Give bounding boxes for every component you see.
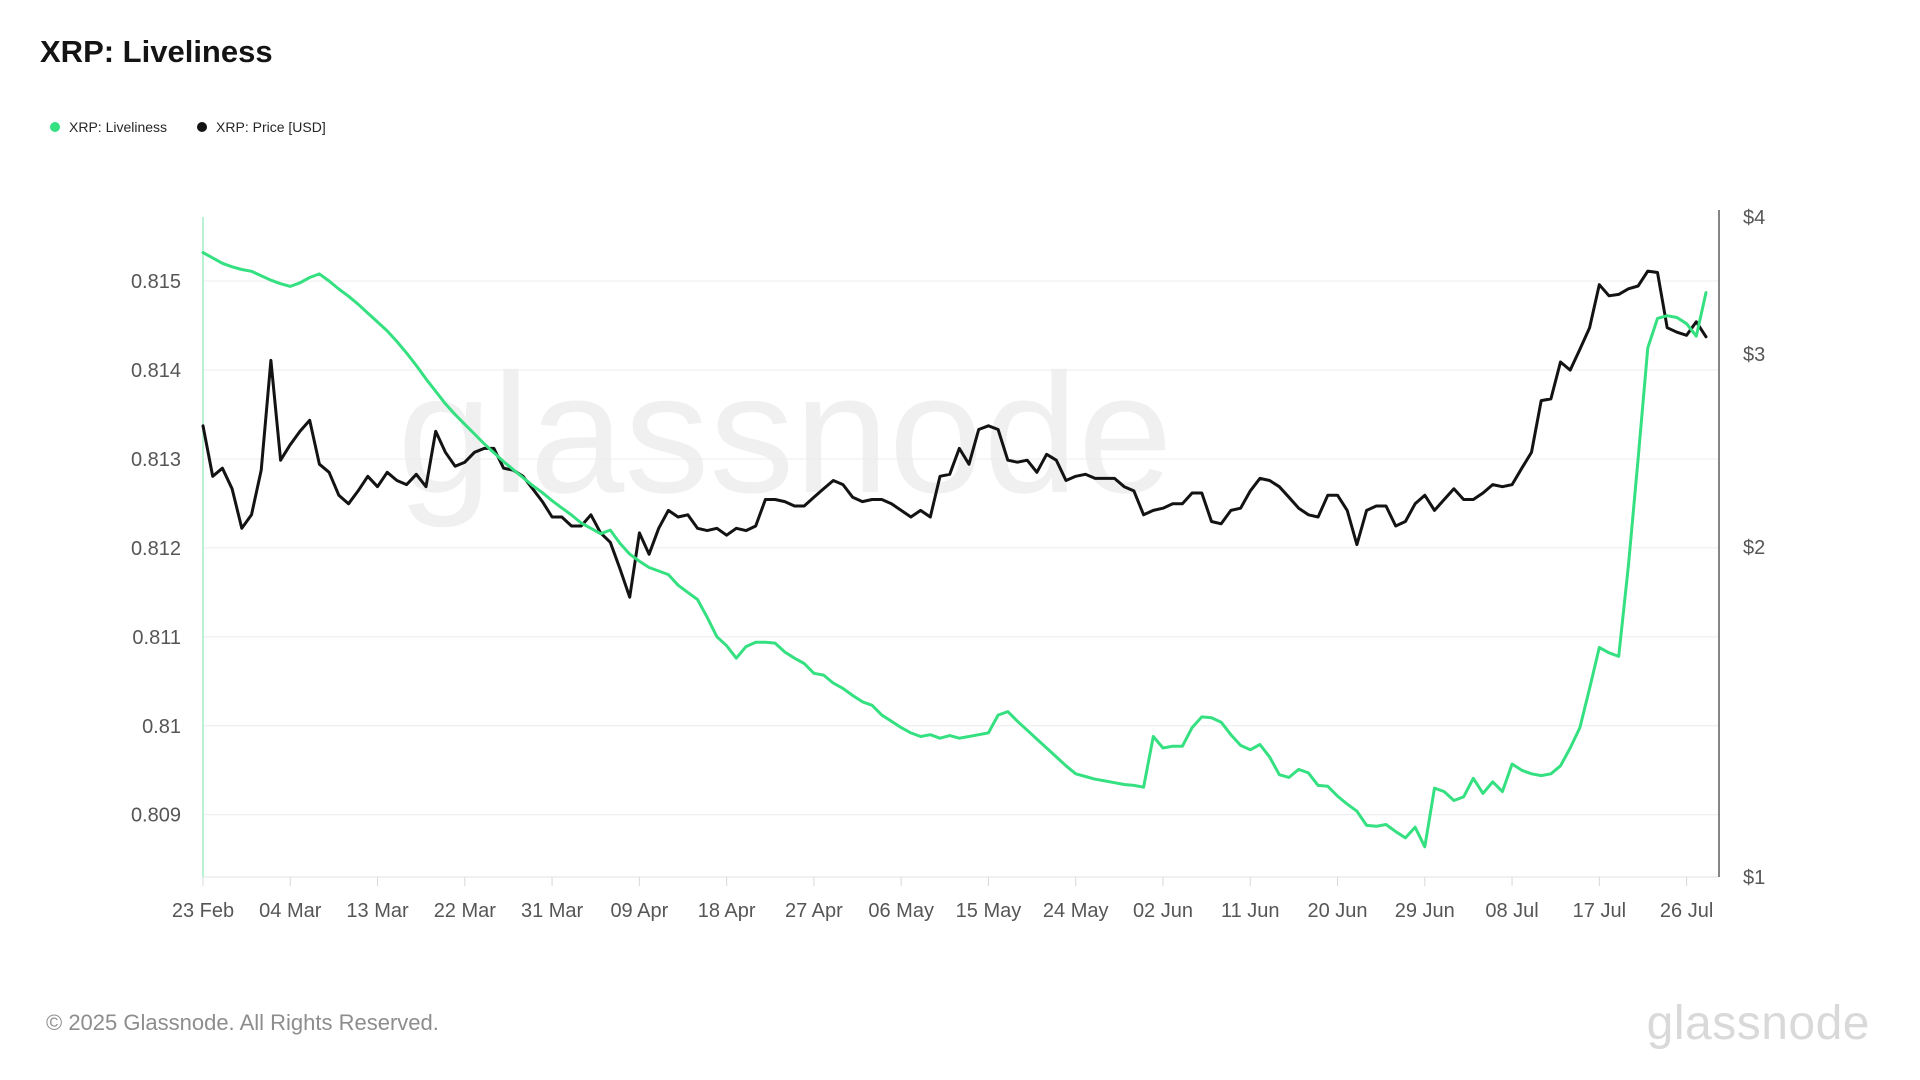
- x-axis-tick-label: 29 Jun: [1395, 900, 1455, 922]
- x-axis-tick-label: 02 Jun: [1133, 900, 1193, 922]
- x-axis-tick-label: 23 Feb: [172, 900, 234, 922]
- x-axis-tick-label: 20 Jun: [1307, 900, 1367, 922]
- watermark-text: glassnode: [397, 339, 1172, 529]
- x-axis-tick-label: 18 Apr: [698, 900, 756, 922]
- x-axis-tick-label: 08 Jul: [1485, 900, 1538, 922]
- x-axis-tick-label: 24 May: [1043, 900, 1109, 922]
- page-title: XRP: Liveliness: [40, 34, 273, 69]
- left-axis-tick-label: 0.81: [142, 716, 181, 738]
- right-axis-tick-label: $2: [1743, 537, 1765, 559]
- liveliness-series-dot-icon: [50, 122, 60, 132]
- right-axis-tick-label: $1: [1743, 867, 1765, 889]
- left-axis-tick-label: 0.815: [131, 271, 181, 293]
- x-axis-tick-label: 27 Apr: [785, 900, 843, 922]
- legend-label: XRP: Liveliness: [69, 119, 168, 135]
- legend-label: XRP: Price [USD]: [216, 119, 326, 135]
- footer-copyright: © 2025 Glassnode. All Rights Reserved.: [46, 1010, 439, 1035]
- x-axis-tick-label: 09 Apr: [610, 900, 668, 922]
- glassnode-logo: glassnode: [1646, 997, 1870, 1050]
- left-axis-tick-label: 0.813: [131, 449, 181, 471]
- x-axis-tick-label: 11 Jun: [1221, 900, 1280, 922]
- x-axis-tick-label: 15 May: [956, 900, 1022, 922]
- x-axis-tick-label: 06 May: [868, 900, 934, 922]
- chart-legend: XRP: Liveliness XRP: Price [USD]: [50, 119, 326, 135]
- left-axis-tick-label: 0.809: [131, 805, 181, 827]
- legend-item-price[interactable]: XRP: Price [USD]: [197, 119, 326, 135]
- x-axis-tick-label: 13 Mar: [346, 900, 409, 922]
- right-axis-tick-label: $3: [1743, 344, 1765, 366]
- price-series-dot-icon: [197, 122, 208, 132]
- left-axis-tick-label: 0.811: [132, 627, 181, 649]
- price-line: [201, 269, 1708, 599]
- x-axis-tick-label: 04 Mar: [259, 900, 322, 922]
- x-axis-tick-label: 26 Jul: [1660, 900, 1713, 922]
- right-axis-tick-label: $4: [1743, 207, 1765, 229]
- x-axis-tick-label: 22 Mar: [434, 900, 497, 922]
- x-axis-tick-label: 31 Mar: [521, 900, 584, 922]
- left-axis-tick-label: 0.814: [131, 360, 181, 382]
- legend-item-liveliness[interactable]: XRP: Liveliness: [50, 119, 167, 135]
- x-axis-tick-label: 17 Jul: [1573, 900, 1626, 922]
- left-axis-tick-label: 0.812: [131, 538, 181, 560]
- liveliness-line: [201, 251, 1708, 849]
